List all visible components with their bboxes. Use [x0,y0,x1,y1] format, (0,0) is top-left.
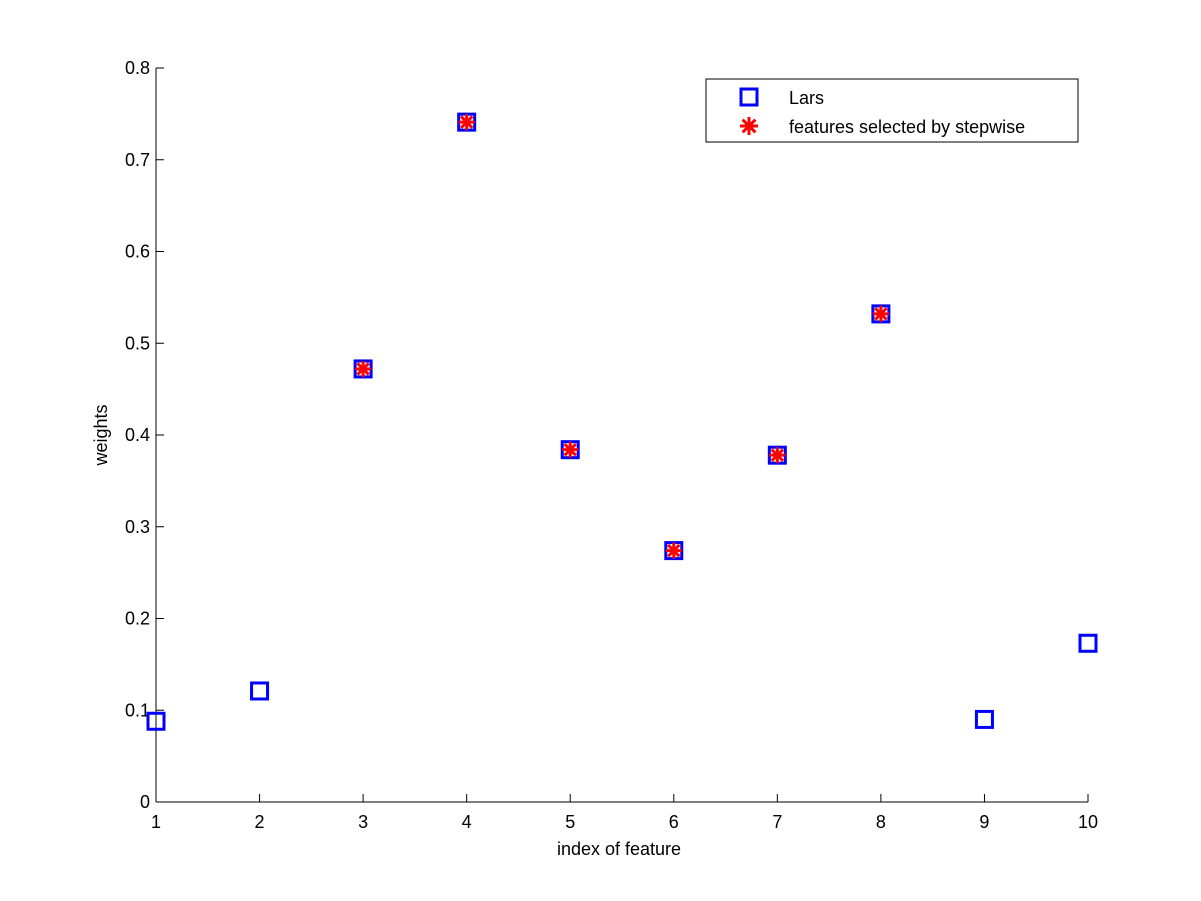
legend-marker-stepwise [740,117,758,135]
x-axis-label: index of feature [557,839,681,859]
axes [155,68,1088,803]
stepwise-point [458,114,475,131]
legend-marker-lars [739,87,759,107]
stepwise-point [355,360,372,377]
legend-label-stepwise: features selected by stepwise [789,117,1025,137]
y-tick-label: 0.8 [125,58,150,78]
stepwise-point [562,441,579,458]
legend-box [705,78,1079,143]
lars-point [1078,633,1098,653]
stepwise-point [769,447,786,464]
x-tick-label: 6 [669,812,679,832]
y-axis-label: weights [91,404,111,466]
legend: Lars features selected by stepwise [705,78,1079,143]
x-tick-label: 7 [772,812,782,832]
x-tick-label: 10 [1078,812,1098,832]
y-tick-label: 0 [140,792,150,812]
stepwise-point [872,305,889,322]
lars-point [250,681,270,701]
y-tick-label: 0.1 [125,700,150,720]
plot-area [156,68,1088,802]
y-tick-label: 0.4 [125,425,150,445]
y-tick-label: 0.5 [125,333,150,353]
legend-asterisk-shape [740,117,758,135]
x-tick-label: 9 [979,812,989,832]
x-tick-label: 8 [876,812,886,832]
x-tick-label: 1 [151,812,161,832]
lars-point [974,709,994,729]
lars-point [146,711,166,731]
x-tick-label: 5 [565,812,575,832]
legend-label-lars: Lars [789,88,824,108]
stepwise-point [665,542,682,559]
y-tick-label: 0.7 [125,150,150,170]
x-tick-label: 3 [358,812,368,832]
markers [146,112,1098,731]
y-tick-label: 0.6 [125,242,150,262]
y-tick-label: 0.3 [125,517,150,537]
x-tick-label: 2 [255,812,265,832]
x-tick-label: 4 [462,812,472,832]
y-tick-label: 0.2 [125,609,150,629]
tick-labels: 1 2 3 4 5 6 7 8 9 10 0 0.1 0.2 0.3 0.4 0.5 0.6 0.7 0.8 [125,58,1098,832]
